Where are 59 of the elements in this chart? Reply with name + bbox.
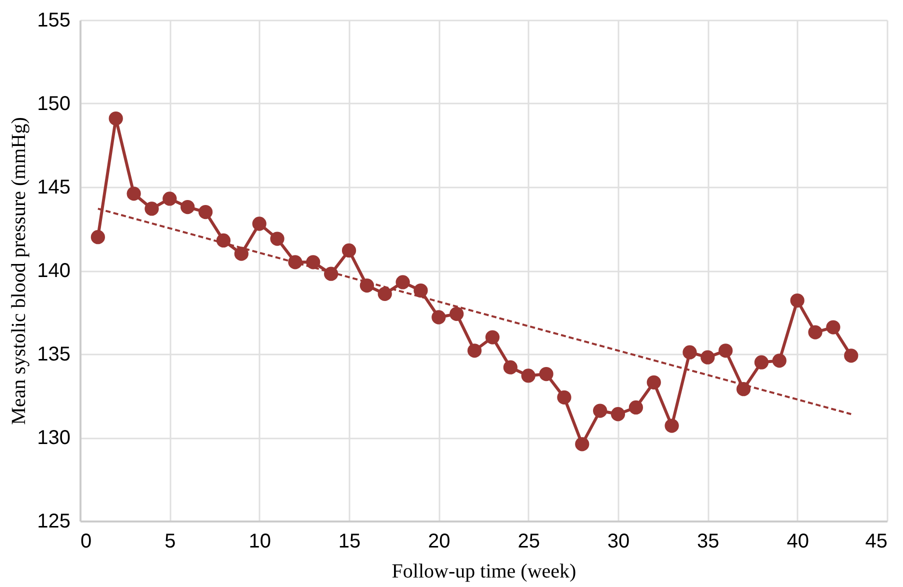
point bbox=[575, 437, 590, 452]
x-tick-label: 20 bbox=[428, 530, 450, 552]
point bbox=[342, 243, 356, 258]
y-tick-label: 150 bbox=[37, 93, 70, 115]
point bbox=[252, 216, 266, 231]
point bbox=[432, 310, 446, 324]
x-tick-label: 35 bbox=[697, 530, 720, 552]
point bbox=[396, 275, 410, 290]
y-axis-title: Mean systolic blood pressure (mmHg) bbox=[8, 117, 30, 425]
point bbox=[628, 400, 644, 414]
y-tick-label: 145 bbox=[37, 176, 70, 198]
point bbox=[646, 375, 661, 390]
y-tick-label: 125 bbox=[37, 510, 70, 532]
point bbox=[503, 360, 518, 374]
x-tick-label: 0 bbox=[80, 530, 92, 552]
point bbox=[162, 192, 177, 206]
point bbox=[718, 344, 733, 358]
y-tick-label: 140 bbox=[37, 260, 70, 282]
point bbox=[790, 294, 804, 308]
x-tick-label: 45 bbox=[865, 530, 888, 552]
point bbox=[539, 366, 554, 382]
point bbox=[467, 344, 482, 358]
point bbox=[216, 233, 231, 248]
x-tick-label: 10 bbox=[248, 530, 271, 552]
x-tick-label: 5 bbox=[164, 530, 176, 552]
point bbox=[414, 283, 428, 298]
x-tick-label: 30 bbox=[607, 530, 630, 552]
point bbox=[844, 348, 858, 363]
point bbox=[234, 246, 248, 261]
point bbox=[485, 330, 500, 344]
point bbox=[126, 186, 141, 201]
point bbox=[450, 306, 464, 321]
y-tick-label: 130 bbox=[37, 427, 70, 449]
point bbox=[808, 325, 822, 340]
x-axis-title: Follow-up time (week) bbox=[392, 560, 576, 582]
point bbox=[108, 111, 123, 126]
point bbox=[144, 202, 159, 216]
x-tick-label: 15 bbox=[338, 530, 361, 552]
point bbox=[557, 390, 572, 404]
point bbox=[700, 350, 715, 364]
y-tick-label: 135 bbox=[37, 344, 70, 366]
point bbox=[592, 404, 608, 418]
point bbox=[306, 255, 320, 270]
point bbox=[754, 355, 769, 370]
x-tick-label: 25 bbox=[518, 530, 540, 552]
point bbox=[826, 320, 840, 334]
y-tick-label: 155 bbox=[37, 10, 70, 32]
x-tick-label: 40 bbox=[786, 530, 809, 552]
point bbox=[378, 286, 392, 301]
point bbox=[90, 230, 106, 244]
point bbox=[682, 345, 697, 360]
point bbox=[610, 407, 626, 422]
point bbox=[664, 418, 679, 433]
point bbox=[270, 232, 284, 246]
point bbox=[521, 368, 536, 383]
point bbox=[324, 266, 338, 281]
point bbox=[180, 200, 195, 214]
point bbox=[772, 354, 786, 368]
point bbox=[198, 204, 213, 220]
